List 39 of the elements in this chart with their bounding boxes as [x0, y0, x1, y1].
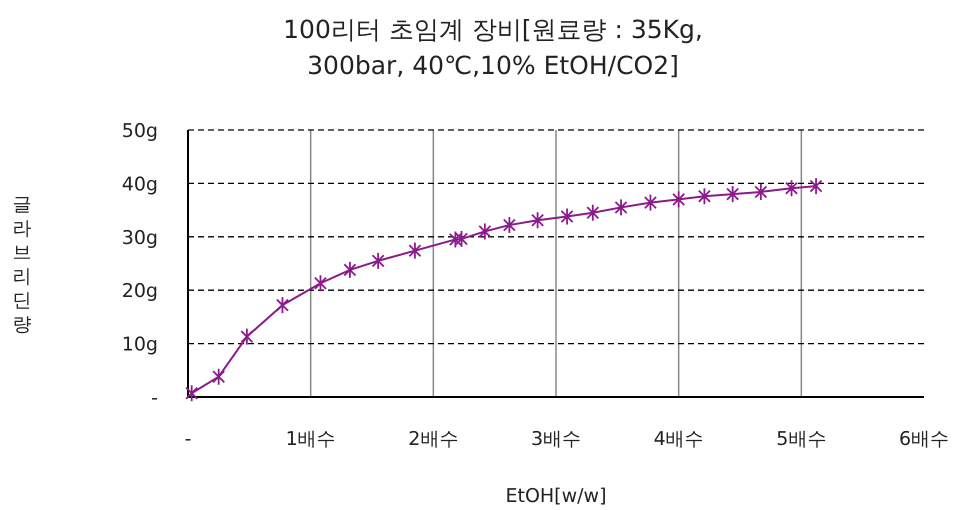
y-axis-title: 글라브리딘량: [12, 194, 32, 336]
y-tick-label: 40g: [122, 173, 158, 196]
point: [531, 211, 544, 230]
point: [502, 216, 516, 234]
point: [560, 208, 574, 226]
point: [185, 384, 198, 402]
point: [586, 204, 600, 222]
chart-title: 100리터 초임계 장비[원료량 : 35Kg, 300bar, 40℃,10% EtOH/CO2]: [283, 15, 703, 80]
point: [478, 222, 492, 240]
x-tick-label: -: [184, 428, 192, 450]
point: [698, 187, 711, 206]
point: [240, 328, 254, 346]
point: [276, 296, 289, 314]
point: [672, 190, 686, 208]
point: [408, 242, 422, 260]
point: [726, 185, 740, 203]
point: [448, 230, 462, 248]
point: [644, 194, 657, 212]
x-axis-title: EtOH[w/w]: [505, 485, 607, 507]
x-tick-label: 2배수: [408, 428, 458, 450]
point: [343, 261, 356, 279]
x-tick-label: 6배수: [898, 428, 950, 450]
point: [455, 230, 468, 248]
x-tick-label: 4배수: [654, 428, 704, 450]
point: [785, 179, 798, 198]
point: [614, 198, 628, 216]
point: [754, 183, 768, 201]
y-tick-label: 20g: [122, 280, 158, 302]
y-tick-label: 10g: [122, 334, 158, 356]
point: [212, 368, 226, 386]
y-tick-label: -: [151, 387, 158, 409]
x-tick-label: 5배수: [776, 428, 826, 450]
y-tick-label: 30g: [122, 226, 158, 249]
point: [372, 252, 385, 270]
x-tick-label: 1배수: [286, 428, 336, 450]
x-tick-label: 3배수: [530, 428, 582, 450]
point: [314, 274, 327, 292]
y-tick-label: 50g: [122, 120, 158, 142]
point: [810, 177, 823, 195]
